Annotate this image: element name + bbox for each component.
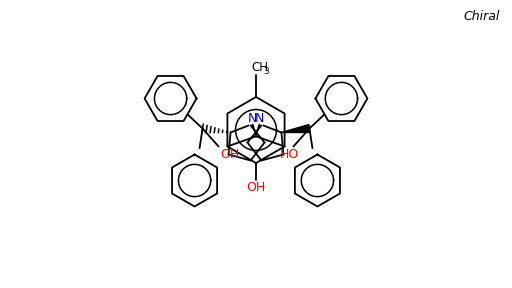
Text: OH: OH bbox=[246, 181, 266, 194]
Text: HO: HO bbox=[280, 149, 298, 162]
Polygon shape bbox=[282, 124, 310, 132]
Text: N: N bbox=[248, 112, 257, 125]
Text: N: N bbox=[255, 112, 264, 125]
Text: OH: OH bbox=[221, 149, 240, 162]
Text: CH: CH bbox=[251, 61, 268, 74]
Text: 3: 3 bbox=[263, 67, 269, 76]
Text: Chiral: Chiral bbox=[464, 10, 500, 23]
